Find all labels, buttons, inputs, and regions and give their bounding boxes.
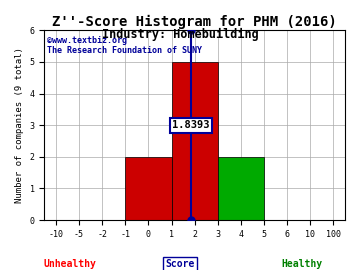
Text: 1.8393: 1.8393	[172, 120, 210, 130]
Y-axis label: Number of companies (9 total): Number of companies (9 total)	[15, 47, 24, 203]
Text: ©www.textbiz.org
The Research Foundation of SUNY: ©www.textbiz.org The Research Foundation…	[47, 36, 202, 55]
Text: Healthy: Healthy	[281, 259, 322, 269]
Text: Industry: Homebuilding: Industry: Homebuilding	[102, 28, 258, 41]
Text: Unhealthy: Unhealthy	[43, 259, 96, 269]
Title: Z''-Score Histogram for PHM (2016): Z''-Score Histogram for PHM (2016)	[52, 15, 337, 29]
Bar	[218, 157, 264, 220]
Bar	[125, 157, 171, 220]
Bar	[171, 62, 218, 220]
Text: Score: Score	[165, 259, 195, 269]
